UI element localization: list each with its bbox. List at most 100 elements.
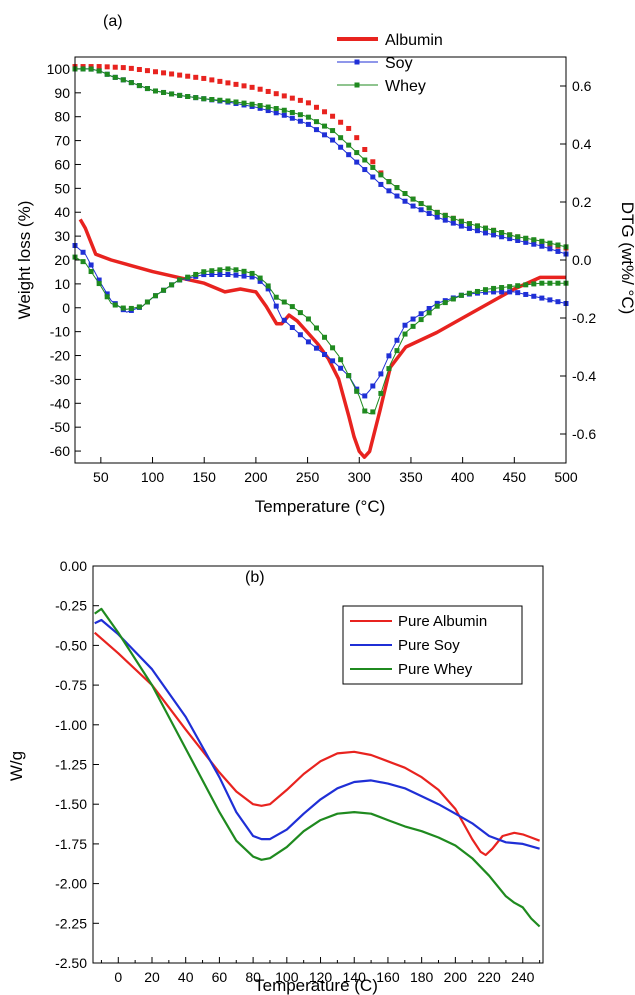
a-weight-albumin-marker-9 — [144, 68, 150, 74]
a-weight-whey-marker-29 — [305, 114, 311, 120]
a-weight-albumin-marker-13 — [177, 72, 183, 78]
panel-b: (b) 0 20 40 60 80 100 120 140 160 180 200 220 240 0.0… — [7, 558, 544, 995]
a-weight-whey-marker-35 — [354, 150, 360, 156]
a-dtg-whey-marker-42 — [410, 323, 416, 329]
a-ytick-left-label-30: -30 — [50, 371, 70, 387]
a-dtg-whey-marker-6 — [120, 305, 126, 311]
b-ytick-label-1-25: -1.25 — [55, 757, 87, 773]
a-xtick-label-300: 300 — [348, 469, 372, 485]
a-dtg-soy-marker-44 — [426, 305, 432, 311]
a-weight-albumin-marker-22 — [249, 84, 255, 90]
b-xtick-label-220: 220 — [477, 969, 501, 985]
a-dtg-soy-marker-23 — [257, 278, 263, 284]
a-weight-soy-line — [75, 68, 567, 255]
a-dtg-whey-marker-58 — [539, 280, 545, 286]
a-weight-soy-marker-45 — [434, 214, 440, 220]
b-xtick-label-0: 0 — [114, 969, 122, 985]
panel-a-legend: Albumin Soy Whey — [337, 32, 443, 95]
b-line-pure-albumin — [93, 631, 540, 857]
a-weight-whey-marker-47 — [450, 215, 456, 221]
a-weight-whey-marker-44 — [426, 205, 432, 211]
a-dtg-soy-marker-42 — [410, 316, 416, 322]
a-weight-soy-marker-41 — [402, 198, 408, 204]
a-dtg-soy-marker-31 — [322, 352, 328, 358]
a-dtg-soy-marker-59 — [547, 297, 553, 303]
a-dtg-whey-marker-29 — [305, 316, 311, 322]
a-weight-whey-marker-56 — [523, 235, 529, 241]
a-weight-whey-marker-14 — [185, 94, 191, 100]
a-weight-whey-marker-26 — [281, 107, 287, 113]
a-weight-whey-marker-54 — [507, 232, 513, 238]
a-dtg-soy-marker-57 — [531, 293, 537, 299]
a-dtg-whey-marker-18 — [217, 267, 223, 273]
a-weight-soy-marker-34 — [346, 152, 352, 158]
a-weight-whey-marker-13 — [177, 92, 183, 98]
a-weight-whey-marker-57 — [531, 237, 537, 243]
b-xtick-label-140: 140 — [343, 969, 367, 985]
a-dtg-whey-marker-40 — [394, 348, 400, 354]
a-ytick-left-label-40: 40 — [54, 204, 70, 220]
a-weight-whey-marker-6 — [120, 77, 126, 83]
a-weight-albumin-marker-27 — [289, 95, 295, 101]
a-dtg-soy-marker-54 — [507, 289, 513, 295]
a-weight-albumin-marker-8 — [136, 67, 142, 73]
b-line-pure-whey — [94, 607, 541, 928]
a-weight-whey-marker-39 — [386, 179, 392, 185]
a-dtg-whey-marker-3 — [96, 281, 102, 287]
a-dtg-soy-marker-32 — [330, 358, 336, 364]
a-dtg-soy-marker-30 — [313, 345, 319, 351]
a-dtg-soy-marker-53 — [499, 289, 505, 295]
a-weight-whey-marker-31 — [322, 123, 328, 129]
a-dtg-whey-marker-12 — [169, 282, 175, 288]
panel-b-legend: Pure Albumin Pure Soy Pure Whey — [342, 605, 523, 685]
a-dtg-whey-marker-52 — [491, 285, 497, 291]
a-weight-soy-marker-26 — [281, 112, 287, 118]
a-weight-whey-marker-42 — [410, 196, 416, 202]
a-weight-whey-marker-2 — [88, 66, 94, 72]
a-dtg-soy-marker-21 — [241, 273, 247, 279]
a-weight-soy-marker-35 — [354, 159, 360, 165]
a-dtg-whey-marker-34 — [346, 373, 352, 379]
a-dtg-whey-marker-50 — [474, 288, 480, 294]
a-weight-whey-marker-21 — [241, 100, 247, 106]
a-xtick-label-200: 200 — [244, 469, 268, 485]
a-ytick-left-label-10: -10 — [50, 324, 70, 340]
panel-a-ylabel-left: Weight loss (%) — [15, 201, 34, 320]
a-dtg-soy-marker-20 — [233, 272, 239, 278]
a-dtg-whey-marker-8 — [136, 304, 142, 310]
a-weight-whey-marker-37 — [370, 164, 376, 170]
a-weight-soy-marker-56 — [523, 239, 529, 245]
a-weight-soy-marker-40 — [394, 193, 400, 199]
b-xtick-label-160: 160 — [376, 969, 400, 985]
a-dtg-soy-marker-43 — [418, 311, 424, 317]
a-weight-soy-marker-25 — [273, 110, 279, 116]
a-dtg-whey-marker-23 — [257, 275, 263, 281]
a-weight-albumin-marker-36 — [362, 146, 368, 152]
a-weight-soy-marker-52 — [491, 232, 497, 238]
a-weight-soy-marker-51 — [483, 230, 489, 236]
a-weight-albumin-marker-20 — [233, 81, 239, 87]
a-ytick-right-label-0-2: 0.2 — [572, 194, 592, 210]
a-dtg-whey-marker-49 — [466, 290, 472, 296]
legend-label-albumin: Albumin — [385, 32, 443, 49]
a-dtg-whey-marker-46 — [442, 300, 448, 306]
a-dtg-whey-marker-47 — [450, 296, 456, 302]
a-weight-soy-marker-27 — [289, 115, 295, 121]
a-weight-albumin-marker-5 — [112, 64, 118, 70]
b-xtick-label-100: 100 — [275, 969, 299, 985]
a-dtg-whey-marker-22 — [249, 270, 255, 276]
a-weight-soy-marker-54 — [507, 236, 513, 242]
a-weight-whey-marker-52 — [491, 227, 497, 233]
b-xtick-label-120: 120 — [309, 969, 333, 985]
a-ytick-left-label-70: 70 — [54, 133, 70, 149]
a-weight-whey-marker-20 — [233, 99, 239, 105]
a-dtg-whey-marker-38 — [378, 390, 384, 396]
a-dtg-whey-line — [74, 256, 566, 415]
a-weight-soy-marker-38 — [378, 181, 384, 187]
b-ytick-label-2-50: -2.50 — [55, 955, 87, 971]
a-dtg-whey-marker-31 — [322, 334, 328, 340]
a-weight-whey-marker-27 — [289, 109, 295, 115]
a-dtg-whey-marker-54 — [507, 284, 513, 290]
a-dtg-soy-marker-56 — [523, 291, 529, 297]
a-xtick-label-50: 50 — [93, 469, 109, 485]
